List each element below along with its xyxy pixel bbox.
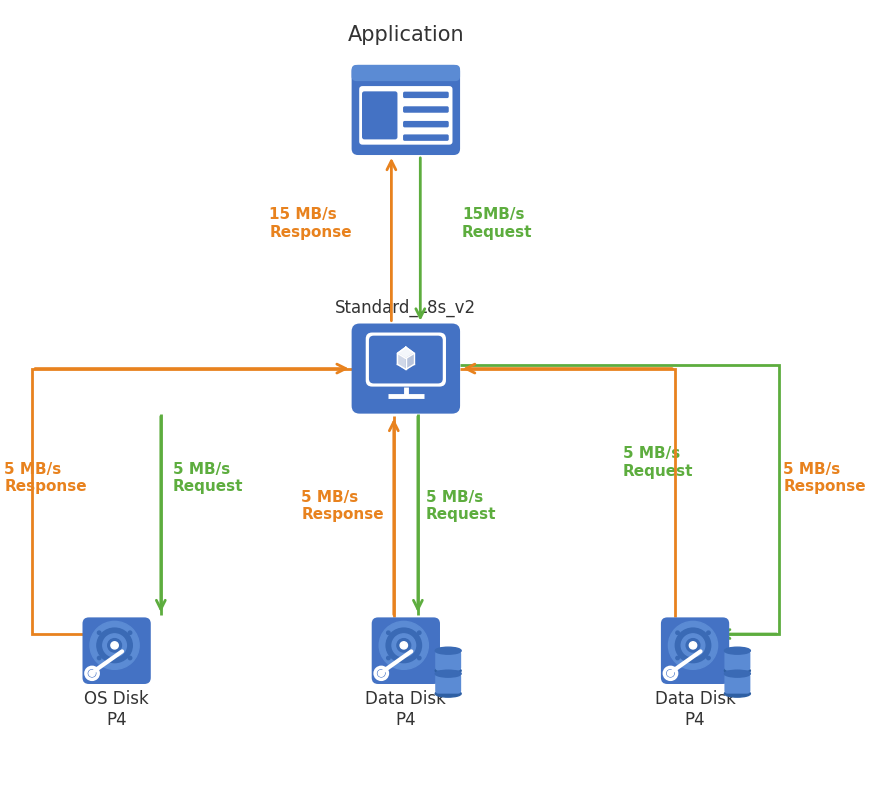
Circle shape — [378, 670, 385, 676]
FancyBboxPatch shape — [369, 336, 443, 383]
Circle shape — [400, 642, 407, 649]
Text: 5 MB/s
Request: 5 MB/s Request — [623, 447, 693, 479]
FancyBboxPatch shape — [362, 91, 398, 139]
Circle shape — [386, 628, 421, 663]
Circle shape — [97, 631, 101, 634]
Text: 5 MB/s
Request: 5 MB/s Request — [173, 462, 243, 494]
Text: 5 MB/s
Response: 5 MB/s Response — [783, 462, 866, 494]
Circle shape — [128, 657, 132, 660]
Circle shape — [707, 657, 711, 660]
Circle shape — [669, 622, 718, 669]
Circle shape — [97, 628, 132, 663]
FancyBboxPatch shape — [661, 618, 729, 684]
Circle shape — [386, 657, 390, 660]
Text: 5 MB/s
Response: 5 MB/s Response — [302, 489, 384, 522]
Ellipse shape — [435, 670, 461, 677]
FancyBboxPatch shape — [371, 618, 440, 684]
FancyBboxPatch shape — [351, 65, 460, 155]
Polygon shape — [406, 353, 414, 369]
Circle shape — [707, 631, 711, 634]
FancyBboxPatch shape — [351, 65, 460, 81]
Text: Application: Application — [348, 25, 464, 45]
Ellipse shape — [725, 690, 751, 697]
Ellipse shape — [725, 667, 751, 674]
Text: OS Disk
P4: OS Disk P4 — [84, 691, 149, 729]
Text: 5 MB/s
Response: 5 MB/s Response — [4, 462, 87, 494]
Text: 15MB/s
Request: 15MB/s Request — [462, 208, 532, 240]
Text: VM: VM — [392, 406, 420, 424]
Text: Standard_L8s_v2: Standard_L8s_v2 — [336, 299, 476, 318]
Text: 5 MB/s
Request: 5 MB/s Request — [426, 489, 496, 522]
FancyBboxPatch shape — [365, 333, 446, 386]
FancyBboxPatch shape — [435, 674, 461, 694]
Circle shape — [681, 634, 704, 657]
Circle shape — [90, 622, 139, 669]
Circle shape — [676, 631, 679, 634]
Circle shape — [379, 622, 428, 669]
FancyBboxPatch shape — [82, 618, 151, 684]
FancyBboxPatch shape — [403, 106, 448, 112]
Circle shape — [386, 631, 390, 634]
Polygon shape — [398, 353, 406, 369]
FancyBboxPatch shape — [359, 86, 453, 145]
Polygon shape — [398, 347, 414, 359]
Circle shape — [111, 642, 118, 649]
Circle shape — [103, 634, 127, 657]
Circle shape — [397, 638, 411, 652]
FancyBboxPatch shape — [725, 674, 751, 694]
Ellipse shape — [435, 647, 461, 654]
Circle shape — [418, 631, 421, 634]
Circle shape — [690, 642, 697, 649]
Circle shape — [89, 670, 95, 676]
FancyBboxPatch shape — [435, 651, 461, 671]
Circle shape — [676, 657, 679, 660]
Ellipse shape — [725, 647, 751, 654]
Circle shape — [418, 657, 421, 660]
FancyBboxPatch shape — [725, 651, 751, 671]
Circle shape — [97, 657, 101, 660]
Ellipse shape — [435, 690, 461, 697]
Text: Data Disk
P4: Data Disk P4 — [655, 691, 736, 729]
FancyBboxPatch shape — [403, 135, 448, 141]
Ellipse shape — [725, 670, 751, 677]
Circle shape — [686, 638, 700, 652]
Circle shape — [392, 634, 416, 657]
Circle shape — [108, 638, 121, 652]
FancyBboxPatch shape — [403, 92, 448, 98]
Ellipse shape — [435, 667, 461, 674]
Circle shape — [676, 628, 711, 663]
Text: Data Disk
P4: Data Disk P4 — [365, 691, 447, 729]
Circle shape — [128, 631, 132, 634]
FancyBboxPatch shape — [351, 323, 460, 413]
Circle shape — [668, 670, 674, 676]
FancyBboxPatch shape — [403, 121, 448, 128]
Text: 15 MB/s
Response: 15 MB/s Response — [269, 208, 352, 240]
